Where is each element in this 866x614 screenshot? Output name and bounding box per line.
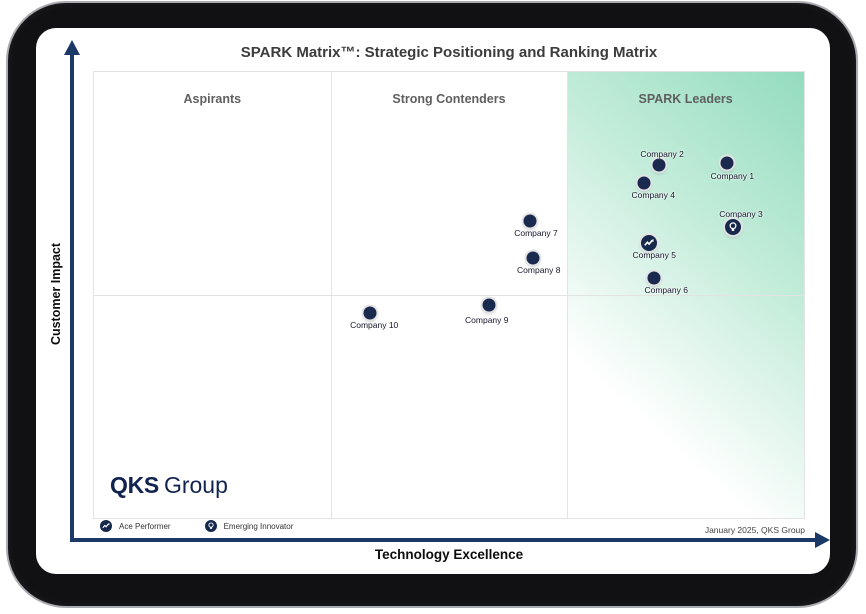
data-point-company-7 <box>523 214 537 228</box>
zone-label-strong-contenders: Strong Contenders <box>392 92 506 106</box>
chart-title: SPARK Matrix™: Strategic Positioning and… <box>240 44 658 61</box>
x-axis <box>70 538 817 542</box>
data-point-label-company-10: Company 10 <box>350 319 399 330</box>
data-point-label-company-2: Company 2 <box>640 148 684 159</box>
grid-line-horizontal <box>94 295 804 296</box>
data-point-company-6 <box>647 271 661 285</box>
y-axis <box>70 53 74 542</box>
emerging-innovator-icon <box>204 520 217 532</box>
data-point-label-company-9: Company 9 <box>465 314 509 325</box>
legend-item-emerging-innovator: Emerging Innovator <box>204 520 294 532</box>
data-point-label-company-6: Company 6 <box>644 285 688 296</box>
data-point-label-company-4: Company 4 <box>631 189 675 200</box>
plot-grid: Aspirants Strong Contenders SPARK Leaders … <box>93 71 805 519</box>
zone-label-aspirants: Aspirants <box>183 92 242 106</box>
tablet-frame: SPARK Matrix™: Strategic Positioning and… <box>6 1 858 608</box>
data-point-company-3 <box>725 219 741 236</box>
data-point-company-4 <box>637 176 651 190</box>
legend-label-emerging-innovator: Emerging Innovator <box>223 521 294 531</box>
legend-item-ace-performer: Ace Performer <box>100 520 171 532</box>
tablet-screen: SPARK Matrix™: Strategic Positioning and… <box>36 28 830 574</box>
logo-text-light: Group <box>163 472 228 498</box>
qks-logo: QKS Group <box>110 472 228 499</box>
ace-performer-icon <box>100 520 112 532</box>
data-point-label-company-7: Company 7 <box>514 228 558 239</box>
data-point-label-company-1: Company 1 <box>710 170 755 181</box>
zone-label-spark-leaders: SPARK Leaders <box>638 92 733 106</box>
plot-area: Company 1 Company 2 Company 3 Company 4 Comp… <box>94 72 804 518</box>
y-axis-arrow-icon <box>64 40 80 55</box>
data-point-company-2 <box>652 158 666 172</box>
badge-legend: Ace Performer Emerging Innovator <box>100 520 293 532</box>
data-point-company-5 <box>641 235 658 252</box>
data-point-label-company-3: Company 3 <box>719 209 763 220</box>
data-point-company-8 <box>526 251 540 265</box>
data-point-company-10 <box>363 306 377 320</box>
data-point-label-company-8: Company 8 <box>517 264 561 275</box>
y-axis-label: Customer Impact <box>49 242 63 346</box>
legend-label-ace-performer: Ace Performer <box>119 521 171 531</box>
x-axis-arrow-icon <box>815 532 830 548</box>
data-point-label-company-5: Company 5 <box>632 250 676 261</box>
data-point-company-1 <box>720 156 734 170</box>
footer-credit: January 2025, QKS Group <box>704 525 805 535</box>
data-point-company-9 <box>482 298 496 312</box>
logo-text-bold: QKS <box>110 472 159 498</box>
x-axis-label: Technology Excellence <box>374 547 524 562</box>
zone-headers: Aspirants Strong Contenders SPARK Leaders <box>94 72 804 518</box>
